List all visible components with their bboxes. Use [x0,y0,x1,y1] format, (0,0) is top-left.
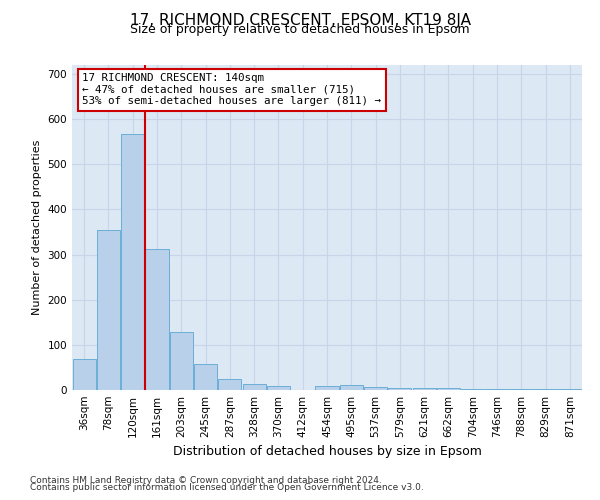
Bar [364,387,387,390]
Y-axis label: Number of detached properties: Number of detached properties [32,140,42,315]
Bar [461,388,484,390]
Bar [316,386,338,390]
Bar [218,378,241,390]
X-axis label: Distribution of detached houses by size in Epsom: Distribution of detached houses by size … [173,446,481,458]
Bar [73,360,95,390]
Bar [97,230,120,390]
Bar [121,134,144,390]
Bar [145,249,169,390]
Bar [267,386,290,390]
Bar [485,388,509,390]
Bar [340,386,363,390]
Bar [559,389,581,390]
Bar [194,364,217,390]
Bar [170,332,193,390]
Bar [534,388,557,390]
Bar [242,384,266,390]
Bar [437,388,460,390]
Bar [510,388,533,390]
Text: Contains HM Land Registry data © Crown copyright and database right 2024.: Contains HM Land Registry data © Crown c… [30,476,382,485]
Bar [388,388,412,390]
Text: Contains public sector information licensed under the Open Government Licence v3: Contains public sector information licen… [30,484,424,492]
Bar [413,388,436,390]
Text: 17, RICHMOND CRESCENT, EPSOM, KT19 8JA: 17, RICHMOND CRESCENT, EPSOM, KT19 8JA [130,12,470,28]
Text: Size of property relative to detached houses in Epsom: Size of property relative to detached ho… [130,24,470,36]
Text: 17 RICHMOND CRESCENT: 140sqm
← 47% of detached houses are smaller (715)
53% of s: 17 RICHMOND CRESCENT: 140sqm ← 47% of de… [82,73,381,106]
